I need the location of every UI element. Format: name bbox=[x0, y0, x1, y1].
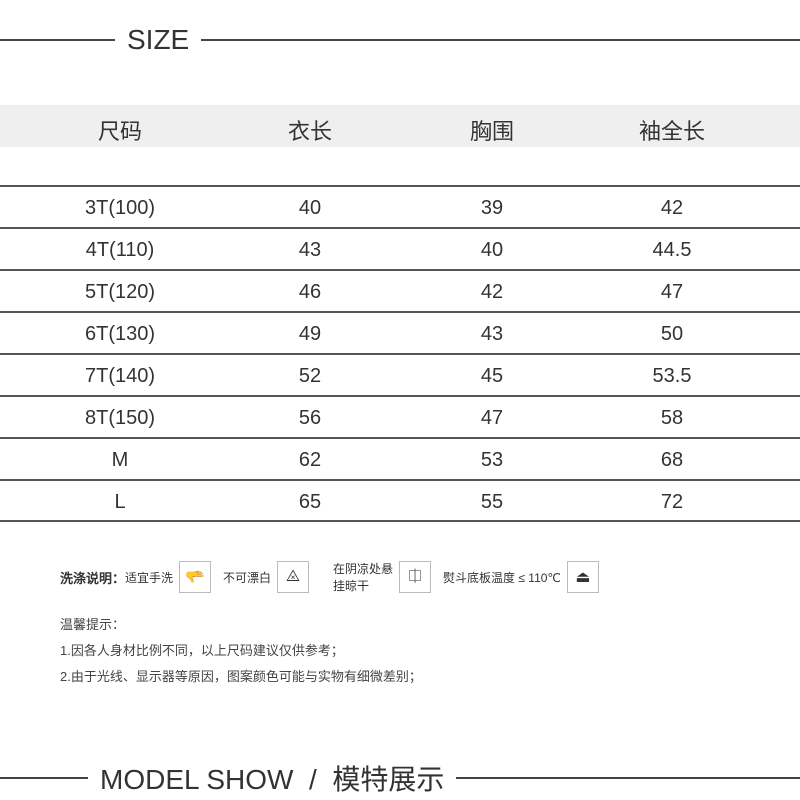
care-instructions: 洗涤说明： 适宜手洗 🫳 不可漂白 ⨻ 在阴凉处悬挂晾干 ⎅ 熨斗底板温度 ≤ … bbox=[60, 560, 611, 594]
table-cell: 7T(140) bbox=[84, 365, 156, 387]
table-row: M 62 53 68 bbox=[0, 437, 800, 481]
table-cell: 50 bbox=[660, 323, 684, 345]
table-cell: 45 bbox=[480, 365, 504, 387]
line-dry-shade-icon: ⎅ bbox=[399, 561, 432, 593]
hand-wash-icon: 🫳 bbox=[179, 561, 212, 593]
table-cell: 62 bbox=[298, 449, 322, 471]
care-label: 洗涤说明： bbox=[60, 570, 126, 586]
care-hand-wash: 适宜手洗 bbox=[125, 570, 174, 585]
table-bottom-border bbox=[0, 520, 800, 522]
table-row: L 65 55 72 bbox=[0, 479, 800, 523]
table-cell: 55 bbox=[480, 491, 504, 513]
tips-title: 温馨提示： bbox=[60, 617, 126, 632]
table-cell: 44.5 bbox=[652, 239, 692, 261]
table-cell: 58 bbox=[660, 407, 684, 429]
care-dry: 在阴凉处悬挂晾干 bbox=[333, 562, 394, 593]
table-cell: 53 bbox=[480, 449, 504, 471]
table-cell: M bbox=[111, 449, 129, 471]
table-cell: 5T(120) bbox=[84, 281, 156, 303]
table-row: 6T(130) 49 43 50 bbox=[0, 311, 800, 355]
divider bbox=[201, 39, 800, 41]
table-cell: 72 bbox=[660, 491, 684, 513]
table-row: 5T(120) 46 42 47 bbox=[0, 269, 800, 313]
table-cell: 56 bbox=[298, 407, 322, 429]
divider bbox=[456, 777, 800, 779]
divider bbox=[0, 39, 115, 41]
table-cell: 65 bbox=[298, 491, 322, 513]
care-no-bleach: 不可漂白 bbox=[223, 570, 272, 585]
header-length: 衣长 bbox=[287, 119, 332, 144]
table-cell: 43 bbox=[480, 323, 504, 345]
header-chest: 胸围 bbox=[469, 119, 514, 144]
table-row: 4T(110) 43 40 44.5 bbox=[0, 227, 800, 271]
table-cell: 40 bbox=[480, 239, 504, 261]
table-cell: 39 bbox=[480, 197, 504, 219]
table-cell: 42 bbox=[660, 197, 684, 219]
table-cell: 3T(100) bbox=[84, 197, 156, 219]
model-title: MODEL SHOW / 模特展示 bbox=[100, 764, 445, 795]
no-bleach-icon: ⨻ bbox=[277, 561, 310, 593]
tip-line-2: 2.由于光线、显示器等原因，图案颜色可能与实物有细微差别； bbox=[60, 669, 422, 684]
table-cell: 47 bbox=[480, 407, 504, 429]
size-title: SIZE bbox=[127, 24, 190, 55]
table-cell: 68 bbox=[660, 449, 684, 471]
model-section-header: MODEL SHOW / 模特展示 bbox=[0, 758, 800, 798]
divider bbox=[0, 777, 88, 779]
iron-icon: ⏏ bbox=[566, 561, 599, 593]
table-cell: 53.5 bbox=[652, 365, 692, 387]
table-cell: L bbox=[114, 491, 126, 513]
header-size: 尺码 bbox=[97, 119, 142, 144]
table-cell: 40 bbox=[298, 197, 322, 219]
table-cell: 6T(130) bbox=[84, 323, 156, 345]
header-sleeve: 袖全长 bbox=[638, 119, 705, 144]
table-cell: 42 bbox=[480, 281, 504, 303]
table-cell: 47 bbox=[660, 281, 684, 303]
table-header bbox=[0, 105, 800, 147]
table-row: 7T(140) 52 45 53.5 bbox=[0, 353, 800, 397]
table-cell: 46 bbox=[298, 281, 322, 303]
care-iron: 熨斗底板温度 ≤ 110℃ bbox=[443, 570, 561, 585]
table-cell: 52 bbox=[298, 365, 322, 387]
table-cell: 4T(110) bbox=[85, 239, 155, 261]
table-cell: 49 bbox=[298, 323, 322, 345]
tip-line-1: 1.因各人身材比例不同，以上尺码建议仅供参考； bbox=[60, 643, 344, 658]
table-row: 8T(150) 56 47 58 bbox=[0, 395, 800, 439]
table-row: 3T(100) 40 39 42 bbox=[0, 185, 800, 229]
table-cell: 8T(150) bbox=[84, 407, 156, 429]
table-cell: 43 bbox=[298, 239, 322, 261]
size-section-header: SIZE bbox=[0, 24, 800, 56]
